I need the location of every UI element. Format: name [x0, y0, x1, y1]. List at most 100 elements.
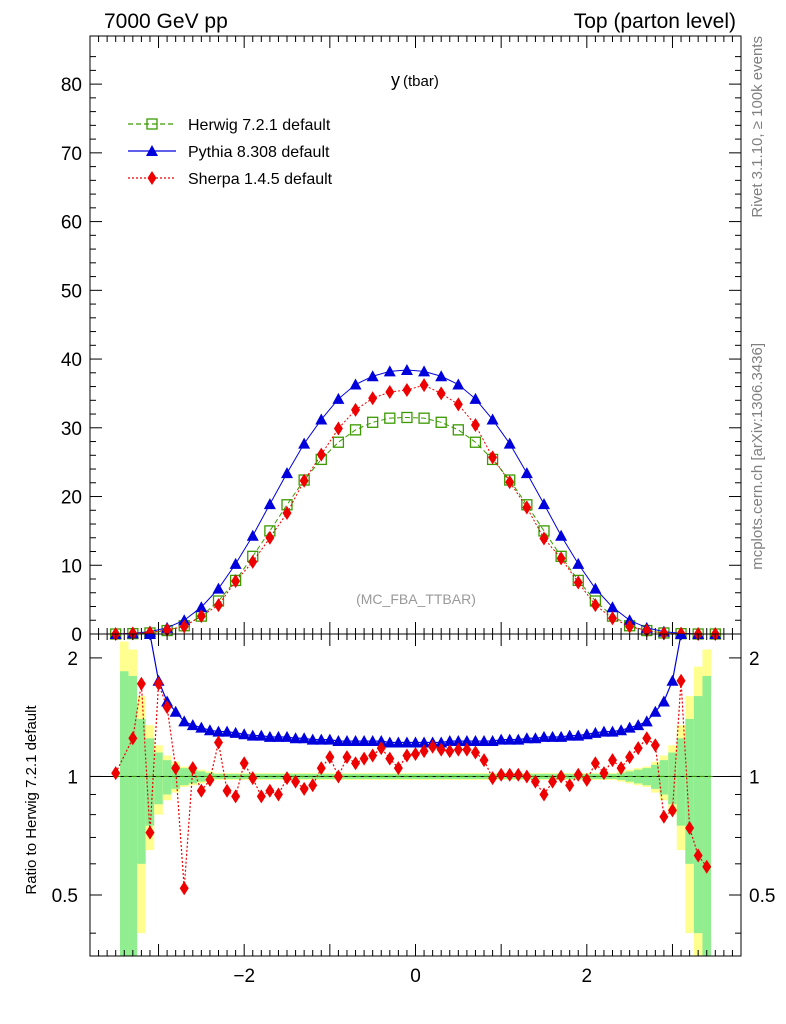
legend-marker [146, 118, 158, 130]
ratio-series-point [428, 739, 438, 754]
ratio-series-point [435, 736, 448, 748]
ratio-series-point [608, 753, 618, 768]
ratio-series-point [548, 774, 558, 789]
ratio-series-point [625, 750, 635, 765]
main-series-point [625, 619, 635, 634]
ratio-series-point [169, 705, 182, 717]
ratio-series-point [281, 730, 294, 742]
ratio-series-point [411, 747, 420, 762]
main-series-point [246, 529, 259, 541]
ratio-series-line [149, 634, 682, 744]
legend-label: Pythia 8.308 default [188, 144, 330, 161]
main-series-point [522, 500, 532, 515]
ratio-series-point [239, 756, 249, 771]
ratio-series-point [289, 732, 302, 744]
main-series-point [384, 412, 396, 424]
ratio-series-point [633, 741, 643, 756]
ratio-ytick-label: 2 [67, 649, 78, 670]
ratio-series-point [520, 732, 533, 744]
ratio-series-point [453, 742, 463, 757]
main-plot: 0 10 20 30 40 50 60 70 80 Herwig 7.2.1 default Pyt… [61, 35, 742, 646]
ratio-ylabel: Ratio to Herwig 7.2.1 default [23, 705, 40, 895]
main-ytick-label: 20 [61, 488, 82, 509]
ratio-series-point [186, 719, 199, 731]
ratio-series-point [188, 761, 198, 776]
ratio-series-point [231, 789, 241, 804]
ratio-series-point [392, 736, 405, 748]
main-series-point [452, 378, 465, 390]
ratio-series-point [537, 730, 550, 742]
ratio-plot: −2 0 2 0.5 0.5 1 1 2 2 [52, 633, 775, 987]
ratio-series-point [291, 774, 301, 789]
ratio-series-point [503, 733, 516, 745]
ratio-series-point [693, 848, 703, 863]
main-series-point [367, 416, 379, 428]
legend: Herwig 7.2.1 default Pythia 8.308 default… [128, 117, 333, 188]
ratio-series-point [632, 719, 645, 731]
ratio-series-line [115, 680, 708, 889]
ratio-series-point [316, 761, 326, 776]
ratio-series-point [323, 733, 336, 745]
ratio-series-point [256, 789, 266, 804]
main-series-point [572, 557, 585, 569]
ratio-series-point [308, 778, 318, 793]
main-ytick-label: 30 [61, 419, 82, 440]
ratio-ytick-label: 1 [67, 767, 78, 788]
ratio-series-point [599, 766, 609, 781]
ratio-series-point [667, 803, 677, 818]
main-series-point [435, 370, 448, 382]
ratio-series-point [495, 733, 508, 745]
main-series-point [332, 392, 345, 404]
ratio-series-point [351, 756, 361, 771]
ratio-series-point [470, 745, 480, 760]
ratio-frame [89, 633, 742, 957]
main-series-point [402, 382, 412, 397]
ratio-series-point [402, 748, 412, 763]
ratio-series-point [375, 735, 388, 747]
ratio-series-point [555, 730, 568, 742]
ratio-series [111, 634, 716, 896]
main-series-point [505, 475, 515, 490]
main-series-point [231, 574, 241, 589]
ratio-series-point [383, 736, 396, 748]
main-series-point [213, 598, 223, 613]
ratio-series-point [445, 744, 455, 759]
ratio-ytick-label: 0.5 [52, 886, 78, 907]
ratio-series-point [539, 787, 549, 802]
ratio-series-point [522, 769, 532, 784]
main-series-point [486, 413, 499, 425]
main-series-point [419, 378, 429, 393]
band-inner [137, 718, 146, 864]
main-series-point [539, 531, 549, 546]
ratio-series-point [650, 738, 660, 753]
ratio-series-point [409, 736, 422, 748]
main-series-point [248, 554, 258, 569]
ratio-series-point [573, 767, 583, 782]
ratio-series-point [213, 735, 223, 750]
ratio-series-point [195, 721, 208, 733]
main-ytick-label: 60 [61, 213, 82, 234]
main-series-point [299, 473, 309, 488]
ratio-series-point [376, 741, 386, 756]
ratio-series-point [530, 774, 540, 789]
band-inner [702, 675, 712, 956]
ratio-series-point [273, 787, 283, 802]
ratio-series-point [205, 772, 215, 787]
main-series-point [366, 370, 379, 382]
main-series-point [195, 601, 208, 613]
main-series-point [332, 436, 345, 448]
ratio-series-point [246, 729, 259, 741]
ratio-series-point [565, 778, 575, 793]
main-series-point [555, 529, 568, 541]
ratio-series-point [702, 859, 712, 874]
ratio-series-point [282, 771, 292, 786]
main-series-point [418, 365, 431, 377]
ratio-band [119, 641, 712, 956]
band-inner [676, 738, 686, 826]
main-series-point [537, 498, 550, 510]
header-left: 7000 GeV pp [104, 10, 228, 33]
main-series-point [265, 530, 275, 545]
ratio-series-point [111, 766, 121, 781]
ratio-series-point [203, 724, 216, 736]
